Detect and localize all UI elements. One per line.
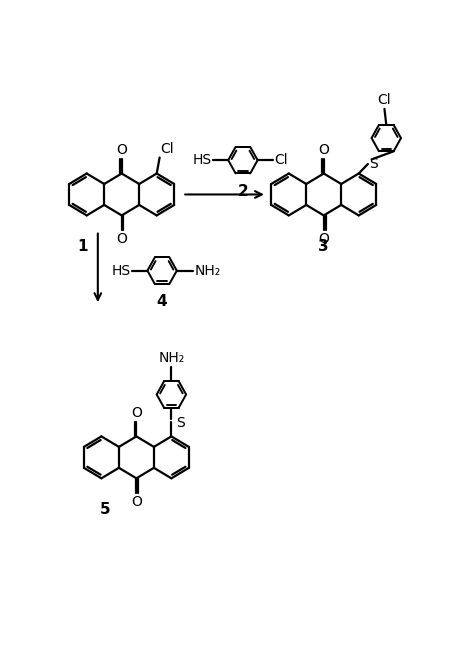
Text: O: O [319,143,329,157]
Text: O: O [131,405,142,420]
Text: O: O [319,232,329,246]
Text: S: S [369,157,378,171]
Text: O: O [131,495,142,509]
Text: O: O [116,232,127,246]
Text: O: O [116,143,127,157]
Text: S: S [176,416,184,430]
Text: 3: 3 [319,239,329,254]
Text: Cl: Cl [160,142,174,156]
Text: HS: HS [192,153,212,167]
Text: Cl: Cl [378,94,391,108]
Text: 5: 5 [100,502,110,517]
Text: NH₂: NH₂ [158,351,184,365]
Text: HS: HS [112,264,131,278]
Text: 2: 2 [237,184,248,199]
Text: 1: 1 [78,239,88,254]
Text: Cl: Cl [274,153,288,167]
Text: NH₂: NH₂ [194,264,221,278]
Text: 4: 4 [157,295,167,309]
